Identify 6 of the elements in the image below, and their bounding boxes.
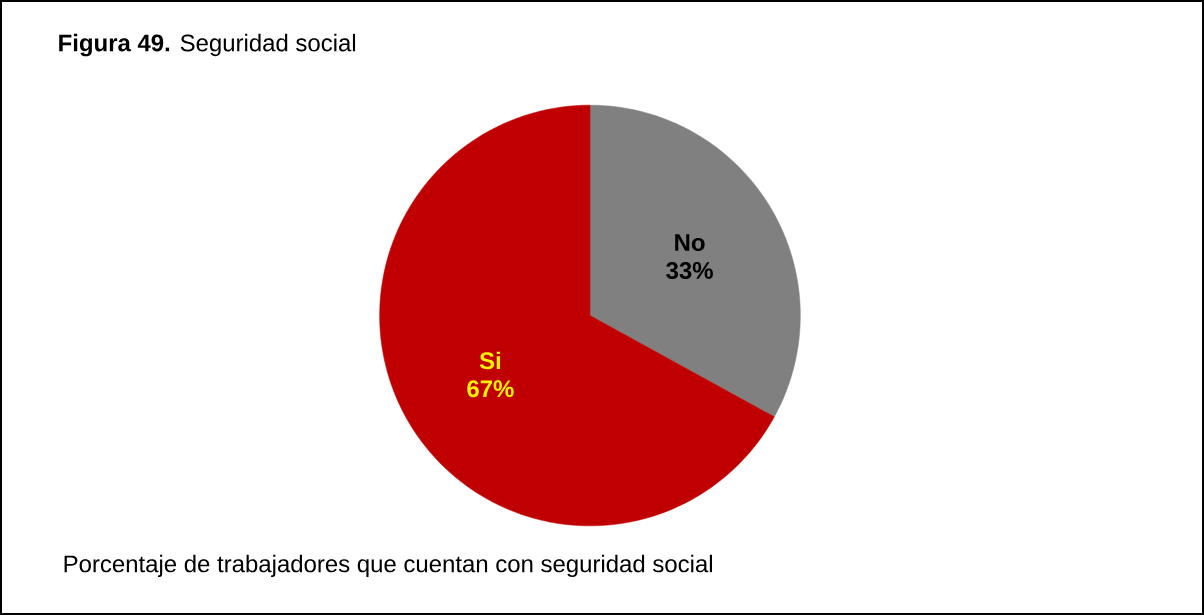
slice-label: No — [675, 234, 705, 251]
data-label: 33% — [666, 261, 713, 279]
text: Porcentaje de trabajadores que cuentan con seguridad social — [64, 554, 712, 578]
chart-title: Figura 49. Seguridad social — [59, 33, 356, 57]
slice-label: Si — [479, 351, 501, 370]
data-label: 67% — [467, 380, 514, 398]
